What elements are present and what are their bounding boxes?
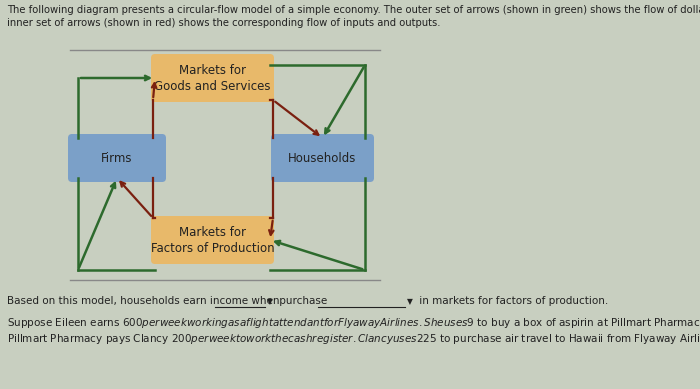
FancyBboxPatch shape	[271, 134, 374, 182]
Text: ▼: ▼	[267, 297, 273, 306]
Text: purchase: purchase	[276, 296, 328, 306]
FancyBboxPatch shape	[68, 134, 166, 182]
FancyBboxPatch shape	[151, 54, 274, 102]
Text: ▼: ▼	[407, 297, 413, 306]
FancyBboxPatch shape	[151, 216, 274, 264]
Text: Markets for
Factors of Production: Markets for Factors of Production	[150, 226, 274, 254]
Text: Suppose Eileen earns $600 per week working as a flight attendant for Flyaway Air: Suppose Eileen earns $600 per week worki…	[7, 316, 700, 330]
Text: The following diagram presents a circular-flow model of a simple economy. The ou: The following diagram presents a circula…	[7, 5, 700, 28]
Text: Based on this model, households earn income when: Based on this model, households earn inc…	[7, 296, 279, 306]
Text: in markets for factors of production.: in markets for factors of production.	[416, 296, 608, 306]
Text: Markets for
Goods and Services: Markets for Goods and Services	[154, 63, 271, 93]
Text: Firms: Firms	[102, 151, 133, 165]
Text: Pillmart Pharmacy pays Clancy $200 per week to work the cash register. Clancy us: Pillmart Pharmacy pays Clancy $200 per w…	[7, 332, 700, 346]
Text: Households: Households	[288, 151, 357, 165]
